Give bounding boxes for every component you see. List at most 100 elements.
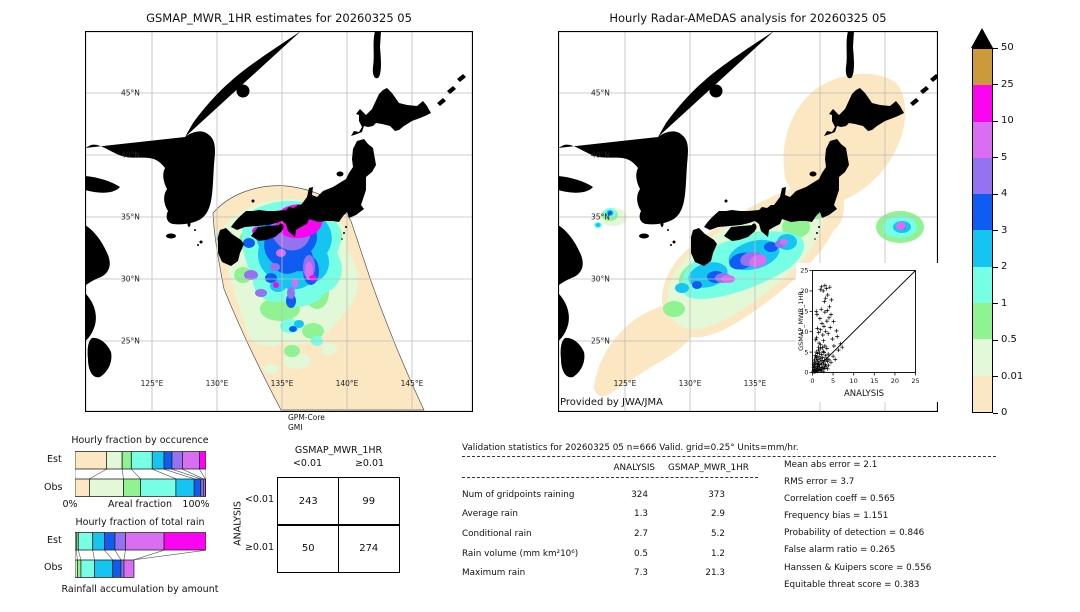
bar-segment-obs (204, 478, 206, 497)
stats-row: Conditional rain 2.7 5.2 (462, 524, 725, 544)
colorbar-tick-label: 10 (1001, 115, 1014, 126)
bar-segment-obs (123, 559, 135, 578)
colorbar-tick-label: 25 (1001, 78, 1014, 90)
stats-row: Rain volume (mm km²10⁶) 0.5 1.2 (462, 544, 725, 564)
stats-metric: RMS error = 3.7 (784, 477, 855, 488)
lat-label: 35°N (121, 213, 140, 222)
bar-segment-est (121, 451, 132, 470)
bar-segment-obs (80, 559, 95, 578)
bar-segment-est (163, 451, 173, 470)
colorbar (972, 48, 993, 413)
lon-label: 130°E (206, 379, 229, 388)
bar-segment-obs (94, 559, 114, 578)
bar-connector (131, 468, 141, 480)
bar-connector (133, 549, 165, 561)
colorbar-tick (993, 339, 998, 341)
occurrence-stacked-bars (75, 451, 206, 497)
lat-label: 25°N (591, 337, 610, 346)
stats-title-rule (462, 456, 996, 457)
bar-segment-obs (193, 478, 202, 497)
radar-credit-label: Provided by JWA/JMA (560, 397, 663, 408)
colorbar-segment (973, 266, 992, 304)
areal-fraction-max: 100% (182, 499, 210, 510)
contingency-col-label-above: ≥0.01 (354, 458, 385, 469)
contingency-col-label-below: <0.01 (292, 458, 323, 469)
stats-metrics: Mean abs error = 2.1 RMS error = 3.7 Corre… (784, 460, 931, 597)
stats-analysis-value: 7.3 (634, 568, 648, 579)
scatter-axis-ticks: 00 5 5 10 10 15 15 20 20 25 25 (800, 267, 919, 385)
left-map-grid (85, 31, 473, 412)
bar-connector (104, 550, 113, 560)
bar-connector (77, 550, 82, 560)
stats-row-label: Rain volume (mm km²10⁶) (462, 548, 579, 559)
colorbar-tick (993, 193, 998, 195)
total-rain-stacked-bars (75, 532, 206, 578)
y-tick-label: 15 (800, 308, 808, 316)
bar-connector (92, 550, 95, 560)
bar-segment-obs (76, 559, 82, 578)
lon-label: 135°E (271, 379, 294, 388)
colorbar-tick (993, 157, 998, 158)
bar-connector (121, 469, 124, 479)
lon-label: 135°E (744, 379, 767, 388)
left-map-title: GSMAP_MWR_1HR estimates for 20260325 05 (146, 11, 412, 25)
stats-analysis-value: 324 (631, 489, 648, 500)
right-map: 45°N 40°N 35°N 30°N 25°N 125°E 130°E 135… (558, 31, 938, 412)
contingency-divider-h (278, 524, 399, 526)
stats-row-label: Average rain (462, 509, 518, 520)
bar-segment-est (104, 532, 116, 551)
x-tick-label: 0 (810, 377, 814, 385)
colorbar-tick-label: 4 (1001, 188, 1008, 199)
colorbar-tick-label: 50 (1001, 42, 1014, 53)
satellite-source-label: GPM-Core GMI (288, 413, 325, 432)
colorbar-tick-label: 0 (1001, 407, 1008, 418)
bar-segment-est (151, 451, 165, 470)
bar-segment-est (199, 451, 206, 470)
colorbar-tick (993, 230, 998, 231)
left-map: 45°N 40°N 35°N 30°N 25°N 125°E 130°E 135… (85, 31, 473, 412)
bar-segment-est (125, 532, 165, 551)
bar-segment-obs (175, 478, 195, 497)
stats-title: Validation statistics for 20260325 05 n=… (462, 443, 799, 453)
total-rain-obs-label: Obs (44, 562, 63, 573)
bar-segment-est (182, 451, 200, 470)
occurrence-obs-label: Obs (44, 482, 63, 493)
stats-gsmap-value: 1.2 (711, 548, 725, 559)
colorbar-tick (993, 266, 998, 268)
colorbar-over-range-triangle (971, 28, 993, 48)
colorbar-tick (993, 47, 998, 49)
stats-row-label: Maximum rain (462, 568, 526, 579)
source-line-2: GMI (288, 422, 303, 432)
colorbar-tick (993, 376, 998, 377)
rain-overlay-analysis (594, 73, 924, 397)
stats-analysis-value: 2.7 (634, 528, 648, 539)
stats-gsmap-value: 2.9 (711, 509, 725, 520)
bar-connector (182, 468, 204, 480)
stats-gsmap-value: 5.2 (711, 528, 725, 539)
left-map-canvas: 45°N 40°N 35°N 30°N 25°N 125°E 130°E 135… (85, 31, 473, 412)
lon-label: 125°E (141, 379, 164, 388)
lon-label: 140°E (336, 379, 359, 388)
y-tick-label: 0 (804, 369, 808, 377)
bar-segment-est (163, 532, 206, 551)
stats-gsmap-value: 373 (708, 489, 725, 500)
stats-row: Maximum rain 7.3 21.3 (462, 563, 725, 583)
colorbar-segment (973, 157, 992, 195)
contingency-cell-ff: 243 (298, 496, 318, 507)
right-map-canvas: 45°N 40°N 35°N 30°N 25°N 125°E 130°E 135… (558, 31, 938, 412)
y-tick-label: 10 (800, 328, 808, 336)
colorbar-tick-label: 5 (1001, 151, 1008, 163)
scatter-x-axis-label: ANALYSIS (844, 389, 884, 399)
bar-segment-est (130, 451, 153, 470)
colorbar-tick (993, 84, 998, 85)
total-rain-caption: Rainfall accumulation by amount (61, 584, 219, 595)
lat-label: 45°N (591, 89, 610, 98)
identity-line (812, 270, 916, 373)
contingency-table: 243 99 50 274 (277, 477, 400, 573)
right-map-frame (558, 31, 938, 412)
lat-label: 35°N (591, 213, 610, 222)
colorbar-segment (973, 230, 992, 267)
bar-connector (76, 550, 78, 560)
bar-connector (89, 468, 107, 480)
